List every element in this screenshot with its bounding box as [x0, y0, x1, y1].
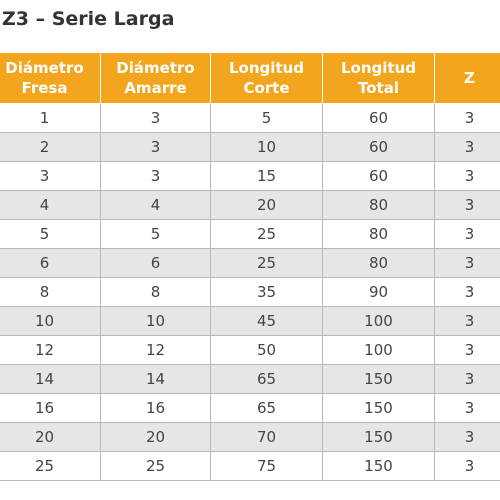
cell-diametro-fresa: 12	[0, 335, 101, 365]
cell-diametro-amarre: 16	[100, 393, 211, 423]
table-title: Z3 – Serie Larga	[2, 8, 175, 30]
cell-diametro-amarre: 3	[100, 132, 211, 162]
cell-longitud-total: 150	[322, 451, 435, 481]
table-body: 1 3 5 60 3 2 3 10 60 3 3 3 15 60 3 4 4 20 80 3 5 5 25 80 3 6 6 25 80…	[0, 103, 500, 481]
cell-z: 3	[434, 422, 500, 452]
cell-diametro-amarre: 10	[100, 306, 211, 336]
cell-longitud-corte: 5	[210, 103, 323, 133]
cell-z: 3	[434, 103, 500, 133]
cell-longitud-total: 150	[322, 422, 435, 452]
table-row: 25 25 75 150 3	[0, 451, 500, 481]
cell-z: 3	[434, 161, 500, 191]
cell-longitud-corte: 45	[210, 306, 323, 336]
cell-diametro-fresa: 16	[0, 393, 101, 423]
cell-longitud-corte: 10	[210, 132, 323, 162]
cell-diametro-amarre: 6	[100, 248, 211, 278]
cell-longitud-corte: 35	[210, 277, 323, 307]
cell-diametro-fresa: 2	[0, 132, 101, 162]
table-row: 5 5 25 80 3	[0, 219, 500, 249]
cell-longitud-total: 100	[322, 335, 435, 365]
cell-diametro-fresa: 14	[0, 364, 101, 394]
cell-diametro-fresa: 4	[0, 190, 101, 220]
cell-diametro-fresa: 5	[0, 219, 101, 249]
cell-diametro-amarre: 3	[100, 161, 211, 191]
table-row: 2 3 10 60 3	[0, 132, 500, 162]
spec-table: Diámetro Fresa Diámetro Amarre Longitud Cor…	[0, 52, 500, 481]
table-row: 4 4 20 80 3	[0, 190, 500, 220]
cell-diametro-amarre: 12	[100, 335, 211, 365]
header-diametro-amarre: Diámetro Amarre	[100, 52, 211, 104]
cell-longitud-corte: 65	[210, 364, 323, 394]
cell-longitud-corte: 20	[210, 190, 323, 220]
cell-diametro-fresa: 10	[0, 306, 101, 336]
cell-longitud-total: 80	[322, 248, 435, 278]
cell-z: 3	[434, 132, 500, 162]
table-row: 14 14 65 150 3	[0, 364, 500, 394]
table-row: 3 3 15 60 3	[0, 161, 500, 191]
cell-z: 3	[434, 277, 500, 307]
table-row: 20 20 70 150 3	[0, 422, 500, 452]
table-row: 16 16 65 150 3	[0, 393, 500, 423]
cell-longitud-total: 150	[322, 364, 435, 394]
cell-z: 3	[434, 451, 500, 481]
cell-longitud-corte: 50	[210, 335, 323, 365]
cell-diametro-amarre: 14	[100, 364, 211, 394]
cell-z: 3	[434, 364, 500, 394]
table-row: 8 8 35 90 3	[0, 277, 500, 307]
cell-z: 3	[434, 219, 500, 249]
header-row: Diámetro Fresa Diámetro Amarre Longitud Cor…	[0, 52, 500, 104]
cell-longitud-total: 60	[322, 103, 435, 133]
cell-diametro-fresa: 25	[0, 451, 101, 481]
cell-diametro-amarre: 8	[100, 277, 211, 307]
header-longitud-total: Longitud Total	[322, 52, 435, 104]
header-longitud-corte: Longitud Corte	[210, 52, 323, 104]
cell-diametro-fresa: 1	[0, 103, 101, 133]
cell-longitud-total: 90	[322, 277, 435, 307]
cell-longitud-total: 80	[322, 219, 435, 249]
cell-z: 3	[434, 190, 500, 220]
cell-z: 3	[434, 393, 500, 423]
table-row: 1 3 5 60 3	[0, 103, 500, 133]
cell-z: 3	[434, 248, 500, 278]
table-row: 6 6 25 80 3	[0, 248, 500, 278]
cell-diametro-amarre: 4	[100, 190, 211, 220]
cell-longitud-total: 150	[322, 393, 435, 423]
cell-diametro-amarre: 20	[100, 422, 211, 452]
table-row: 12 12 50 100 3	[0, 335, 500, 365]
cell-diametro-amarre: 5	[100, 219, 211, 249]
header-diametro-fresa: Diámetro Fresa	[0, 52, 101, 104]
cell-diametro-amarre: 3	[100, 103, 211, 133]
cell-diametro-fresa: 6	[0, 248, 101, 278]
cell-diametro-fresa: 20	[0, 422, 101, 452]
cell-longitud-total: 80	[322, 190, 435, 220]
cell-longitud-total: 100	[322, 306, 435, 336]
cell-diametro-fresa: 3	[0, 161, 101, 191]
cell-longitud-corte: 75	[210, 451, 323, 481]
cell-longitud-total: 60	[322, 161, 435, 191]
cell-longitud-corte: 65	[210, 393, 323, 423]
cell-z: 3	[434, 335, 500, 365]
header-z: Z	[434, 52, 500, 104]
cell-longitud-corte: 25	[210, 248, 323, 278]
cell-z: 3	[434, 306, 500, 336]
cell-longitud-total: 60	[322, 132, 435, 162]
cell-diametro-amarre: 25	[100, 451, 211, 481]
cell-diametro-fresa: 8	[0, 277, 101, 307]
table-row: 10 10 45 100 3	[0, 306, 500, 336]
cell-longitud-corte: 25	[210, 219, 323, 249]
cell-longitud-corte: 15	[210, 161, 323, 191]
cell-longitud-corte: 70	[210, 422, 323, 452]
